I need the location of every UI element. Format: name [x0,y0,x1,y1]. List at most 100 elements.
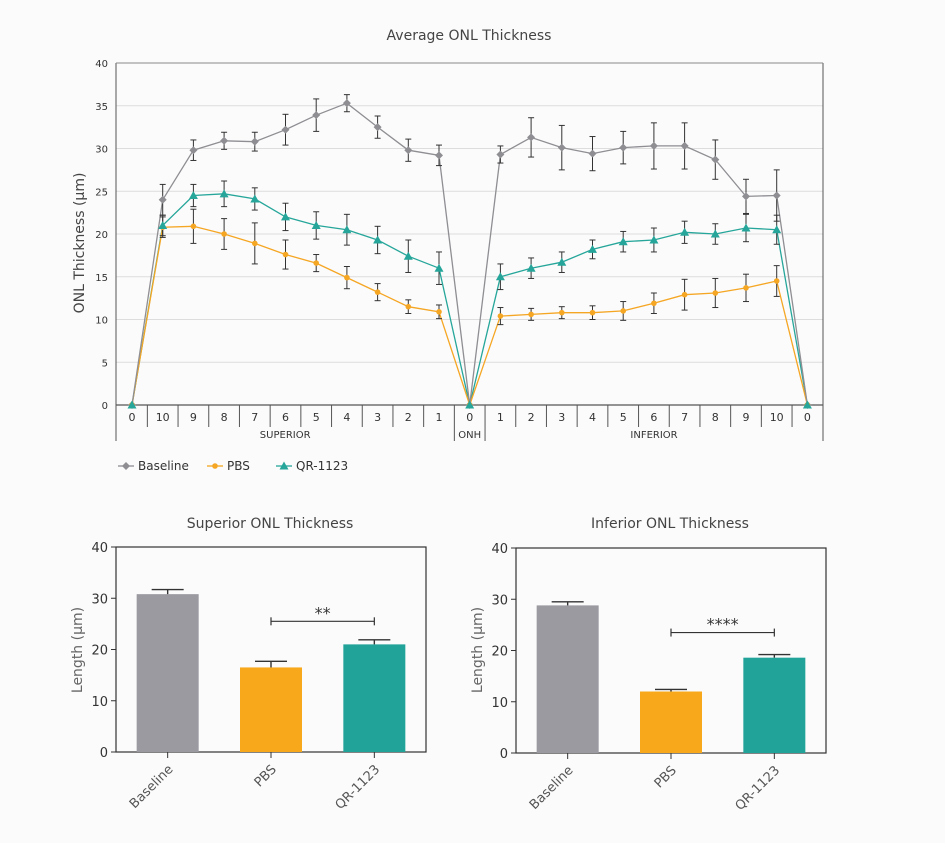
line-chart-x-tick-label: 0 [129,411,136,424]
legend-label: QR-1123 [296,459,348,473]
data-point-baseline [220,136,229,145]
superior-bar-chart-title: Superior ONL Thickness [187,516,354,532]
data-point-pbs [282,251,289,258]
data-point-baseline [435,151,443,160]
data-point-baseline [281,125,290,134]
bar-category-label: QR-1123 [333,762,384,813]
line-chart-group-label: SUPERIOR [260,430,311,441]
bar-chart-y-tick-label: 40 [491,542,508,557]
bar-chart-y-tick-label: 10 [91,695,108,710]
data-point-baseline [680,141,689,150]
data-point-qr-1123 [250,194,260,203]
line-chart-x-tick-label: 7 [681,411,688,424]
legend-marker [122,462,130,470]
line-chart-x-tick-label: 8 [712,411,719,424]
line-chart-x-tick-label: 6 [650,411,657,424]
bar-chart-y-tick-label: 30 [491,593,508,608]
legend-label: Baseline [138,459,189,473]
line-chart-x-tick-label: 0 [804,411,811,424]
legend-marker [212,463,218,469]
line-chart-x-tick-label: 2 [405,411,412,424]
data-point-qr-1123 [649,235,659,244]
line-chart-y-tick-label: 5 [102,358,108,369]
line-chart-x-tick-label: 5 [620,411,627,424]
line-chart-x-tick-label: 1 [436,411,443,424]
superior-bar-chart: Superior ONL Thickness Length (µm) 0 10 20… [70,516,427,813]
data-point-qr-1123 [403,251,413,260]
series-line-qr-1123 [131,193,809,406]
data-point-baseline [527,133,536,142]
bar-baseline [536,605,599,753]
significance-label: ** [315,603,331,622]
line-chart-x-tick-label: 10 [770,411,784,424]
superior-bars: 0 10 20 30 40 Baseline PBS QR-1123 ** [91,541,427,813]
line-chart-group-label: INFERIOR [630,430,677,441]
data-point-qr-1123 [158,220,168,229]
line-chart-y-axis-label: ONL Thickness (µm) [72,173,88,314]
line-chart-y-tick-label: 25 [95,187,108,198]
data-point-qr-1123 [465,400,475,409]
data-point-pbs [620,308,626,314]
line-chart-y-tick-label: 40 [95,59,108,70]
data-point-pbs [436,309,442,315]
data-point-baseline [772,191,781,200]
data-point-qr-1123 [311,220,321,229]
line-chart-x-tick-label: 6 [282,411,289,424]
data-point-pbs [528,311,534,318]
data-point-baseline [373,123,382,132]
inferior-bar-chart: Inferior ONL Thickness Length (µm) 0 10 20… [470,516,827,814]
bar-pbs [640,691,702,753]
data-point-qr-1123 [741,223,751,232]
line-chart: Average ONL Thickness ONL Thickness (µm)… [72,28,824,473]
data-point-baseline [711,155,720,164]
data-point-pbs [313,260,320,266]
data-point-qr-1123 [557,257,567,266]
data-point-qr-1123 [802,400,812,409]
data-point-baseline [496,150,505,159]
data-point-pbs [589,309,596,316]
line-chart-series [127,94,812,409]
line-chart-y-tick-label: 20 [95,230,108,241]
data-point-qr-1123 [710,229,720,238]
bar-chart-y-tick-label: 0 [100,746,108,761]
data-point-pbs [743,285,749,291]
data-point-pbs [344,274,350,281]
line-chart-x-tick-label: 3 [374,411,381,424]
bar-pbs [240,667,302,752]
bar-qr-1123 [743,657,806,753]
bar-category-label: Baseline [127,762,177,812]
line-chart-x-tick-label: 9 [743,411,750,424]
data-point-pbs [497,313,504,319]
line-chart-group-label: ONH [458,430,481,441]
inferior-bars: 0 10 20 30 40 Baseline PBS QR-1123 **** [491,542,827,814]
line-chart-x-tick-label: 0 [466,411,473,424]
line-chart-x-tick-label: 4 [589,411,596,424]
line-chart-legend: Baseline PBS QR-1123 [118,459,348,473]
data-point-qr-1123 [434,263,444,272]
bar-category-label: PBS [652,763,680,791]
legend-label: PBS [227,459,250,473]
superior-bar-chart-y-axis-label: Length (µm) [70,607,86,693]
data-point-pbs [651,300,657,307]
data-point-qr-1123 [618,237,628,246]
line-chart-x-tick-label: 1 [497,411,504,424]
data-point-pbs [712,290,719,296]
bar-category-label: QR-1123 [733,763,784,814]
line-chart-x-tick-label: 2 [528,411,535,424]
line-chart-x-tick-label: 5 [313,411,320,424]
data-point-qr-1123 [495,272,505,281]
legend-marker [279,461,289,470]
data-point-baseline [742,192,750,201]
significance-label: **** [707,615,739,634]
line-chart-y-tick-label: 0 [102,401,108,412]
bar-chart-y-tick-label: 30 [91,592,108,607]
data-point-qr-1123 [188,191,198,200]
inferior-bar-chart-title: Inferior ONL Thickness [591,516,749,532]
data-point-pbs [773,278,780,284]
line-chart-y-tick-label: 15 [95,273,108,284]
line-chart-x-tick-label: 10 [156,411,170,424]
data-point-pbs [190,223,197,230]
data-point-qr-1123 [588,244,597,253]
data-point-pbs [252,240,258,247]
